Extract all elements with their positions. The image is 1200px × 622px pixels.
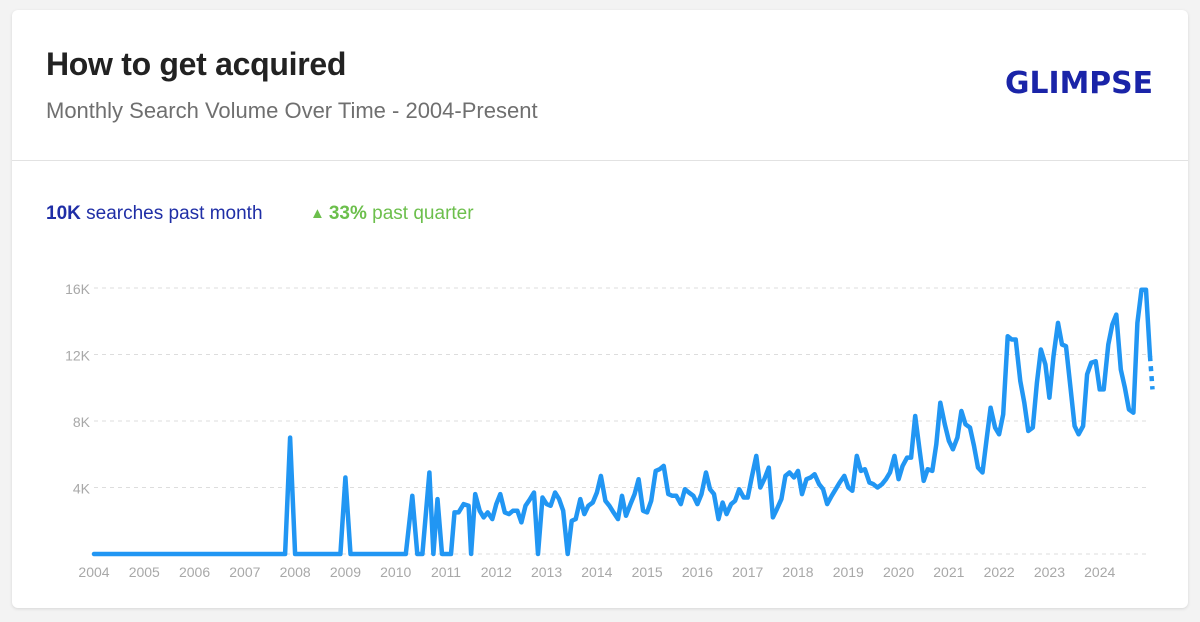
x-tick-label: 2020 [883,564,914,580]
searches-stat: 10K searches past month [46,203,263,224]
glimpse-logo-text: GLIMPSE [1005,66,1153,100]
growth-stat: ▲ 33% past quarter [310,203,474,225]
x-tick-label: 2004 [78,564,109,580]
x-tick-label: 2008 [280,564,311,580]
x-tick-label: 2005 [129,564,160,580]
stats-row: 10K searches past month ▲ 33% past quarte… [46,203,474,225]
searches-label: searches past month [86,203,263,224]
projected-line [1147,356,1155,390]
y-tick-label: 4K [73,481,91,497]
x-tick-label: 2007 [229,564,260,580]
chart-card: How to get acquired Monthly Search Volum… [12,10,1188,608]
series-line [91,287,1153,557]
y-tick-label: 8K [73,414,91,430]
glimpse-logo: GLIMPSE [1005,66,1153,100]
growth-label: past quarter [372,203,474,224]
y-axis: 4K 8K 12K 16K [65,281,91,497]
x-axis: 2004 2005 2006 2007 2008 2009 2010 2011 2012 2013… [78,564,1115,580]
x-tick-label: 2023 [1034,564,1065,580]
x-tick-label: 2015 [632,564,663,580]
y-tick-label: 12K [65,348,91,364]
card-header: How to get acquired Monthly Search Volum… [12,10,1188,161]
series-layer [91,287,1155,557]
x-tick-label: 2013 [531,564,562,580]
x-tick-label: 2016 [682,564,713,580]
x-tick-label: 2014 [581,564,612,580]
x-tick-label: 2022 [984,564,1015,580]
x-tick-label: 2006 [179,564,210,580]
x-tick-label: 2021 [933,564,964,580]
growth-value: 33% [328,203,367,224]
x-tick-label: 2024 [1084,564,1115,580]
x-tick-label: 2012 [481,564,512,580]
triangle-up-icon: ▲ [310,205,325,222]
y-tick-label: 16K [65,281,91,297]
x-tick-label: 2018 [782,564,813,580]
x-tick-label: 2011 [431,564,461,580]
page-title: How to get acquired [46,46,347,82]
searches-value: 10K [46,203,81,224]
x-tick-label: 2017 [732,564,763,580]
x-tick-label: 2010 [380,564,411,580]
x-tick-label: 2009 [330,564,361,580]
page-subtitle: Monthly Search Volume Over Time - 2004-P… [46,98,538,123]
x-tick-label: 2019 [833,564,864,580]
